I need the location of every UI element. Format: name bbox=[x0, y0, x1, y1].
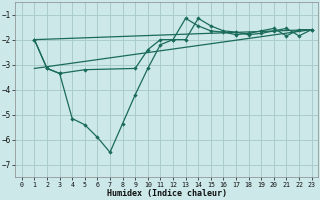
X-axis label: Humidex (Indice chaleur): Humidex (Indice chaleur) bbox=[107, 189, 227, 198]
